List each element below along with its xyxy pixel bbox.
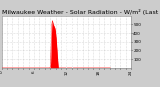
Text: Milwaukee Weather - Solar Radiation - W/m² (Last 24 Hours): Milwaukee Weather - Solar Radiation - W/… [2,9,160,15]
